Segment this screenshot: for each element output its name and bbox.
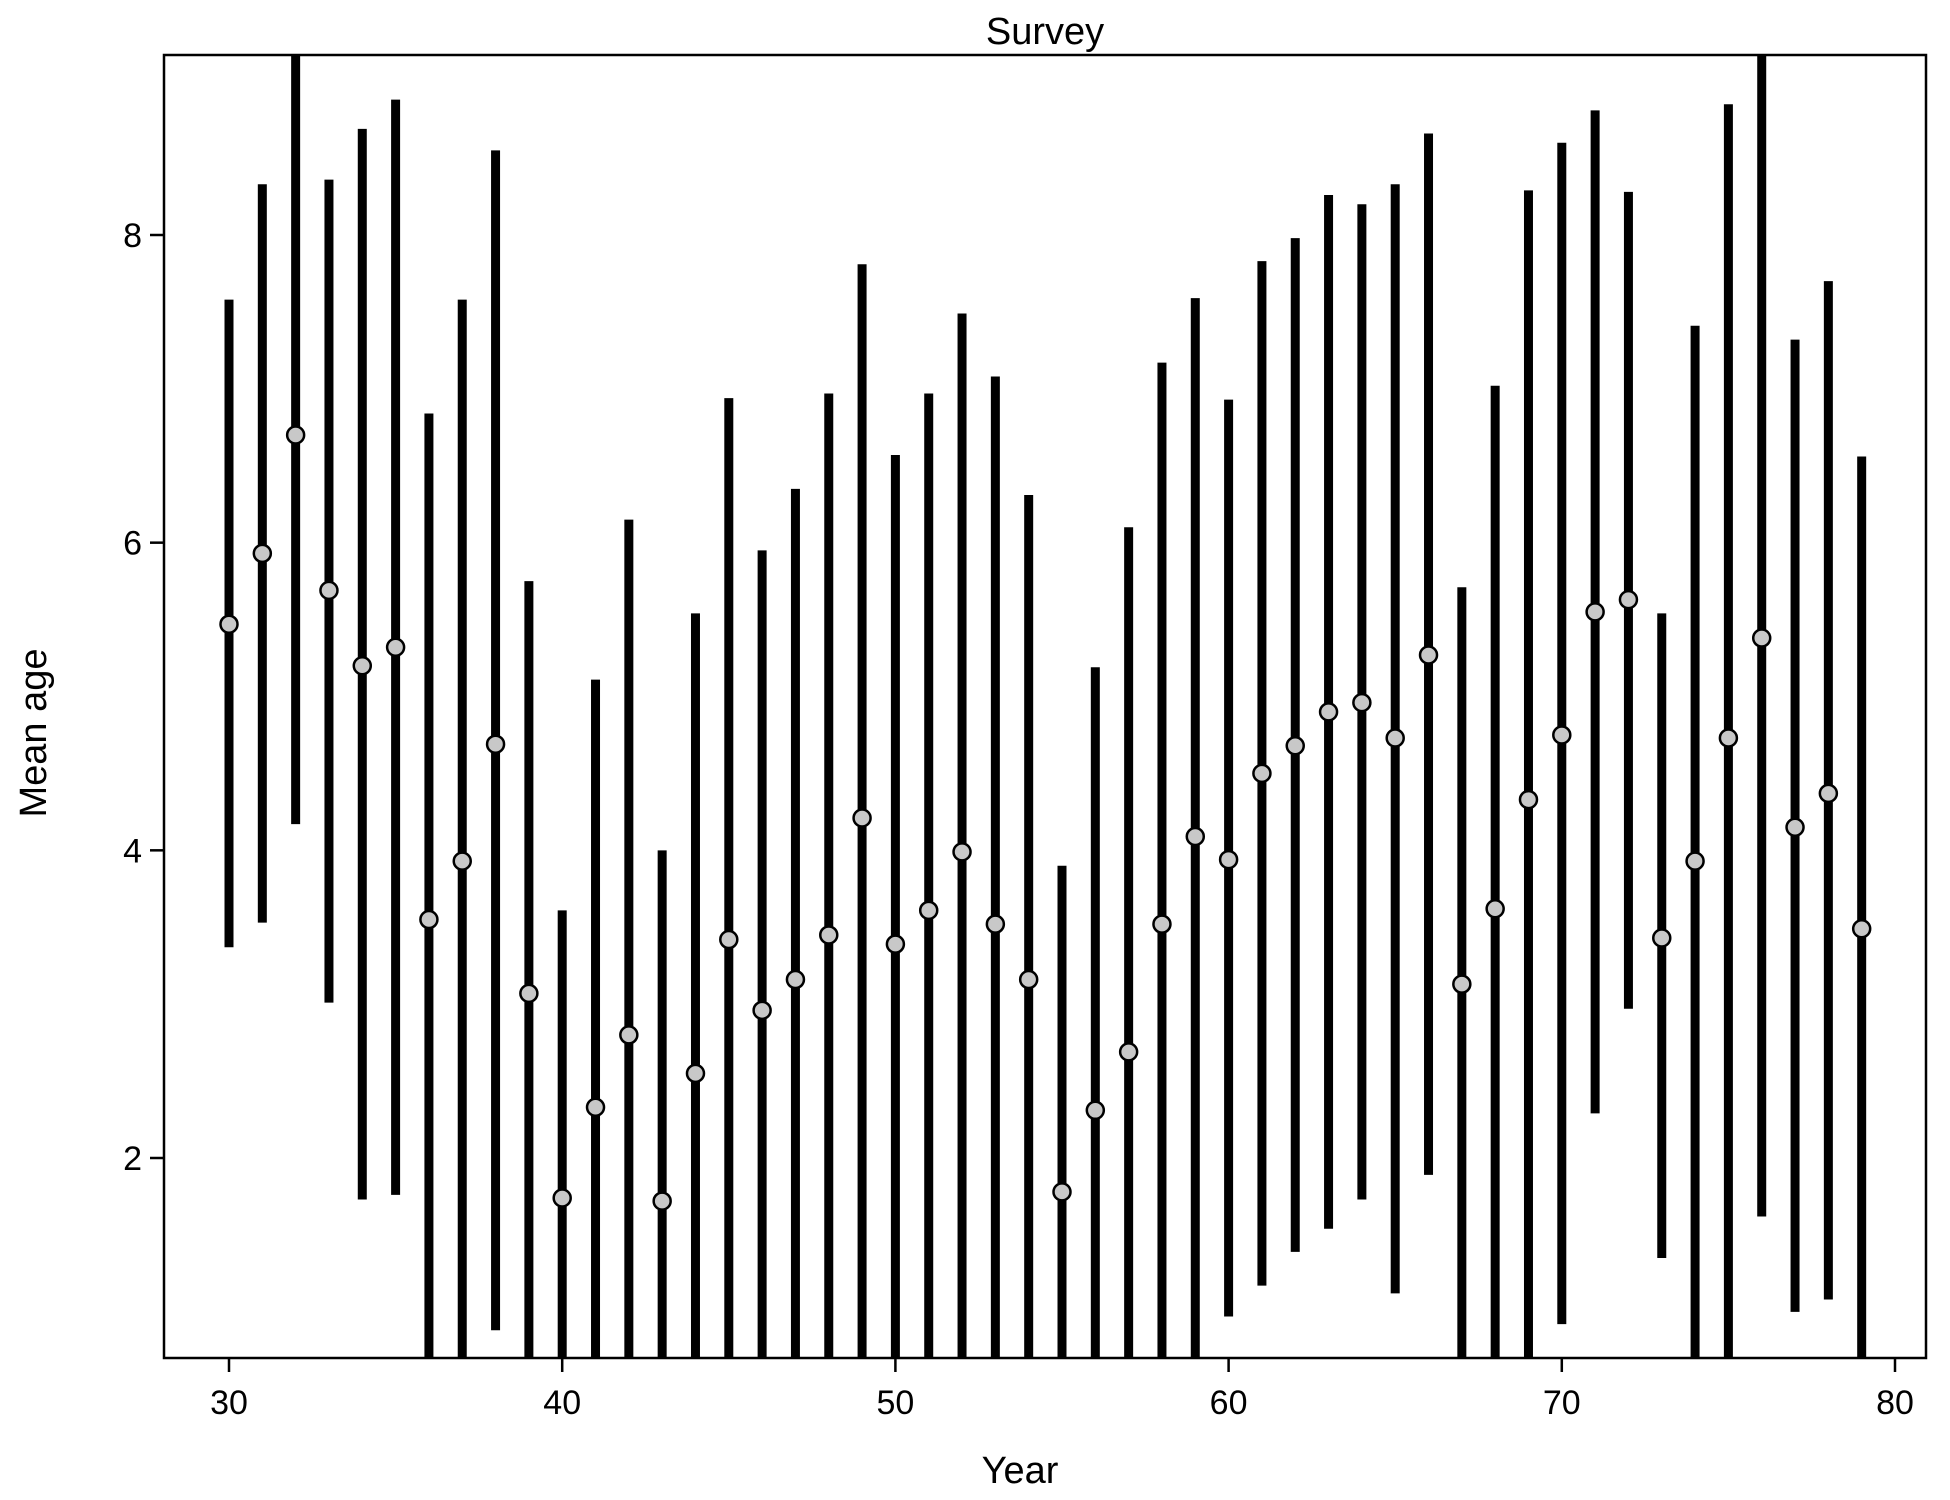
x-tick-label: 50 <box>876 1384 914 1422</box>
data-point <box>1318 702 1339 722</box>
data-point <box>252 543 273 564</box>
data-point <box>885 934 906 954</box>
data-point <box>1751 628 1772 648</box>
x-axis: 30 40 50 60 70 80 <box>210 1358 1914 1422</box>
data-point <box>585 1097 606 1117</box>
data-point <box>1352 692 1372 713</box>
y-tick-label: 4 <box>123 832 142 870</box>
data-point <box>1785 817 1805 838</box>
data-point <box>952 842 972 862</box>
data-point <box>1851 919 1872 939</box>
plot-marks <box>219 55 1872 1358</box>
data-point <box>219 614 239 634</box>
chart-title: Survey <box>986 11 1104 53</box>
data-point <box>1118 1042 1139 1062</box>
data-point <box>1285 735 1305 756</box>
x-tick-label: 40 <box>543 1384 581 1422</box>
y-tick-label: 8 <box>123 217 142 255</box>
data-point <box>1052 1182 1072 1202</box>
data-point <box>352 655 373 676</box>
data-point <box>1185 826 1206 847</box>
data-point <box>1018 969 1039 990</box>
data-point <box>1652 928 1672 948</box>
y-tick-label: 6 <box>123 525 142 563</box>
data-point <box>285 425 306 445</box>
x-tick-label: 70 <box>1543 1384 1581 1422</box>
data-point <box>652 1191 672 1211</box>
data-point <box>1518 789 1539 810</box>
data-point <box>1418 645 1439 665</box>
data-point <box>1085 1100 1106 1121</box>
data-point <box>419 909 439 930</box>
x-tick-label: 60 <box>1210 1384 1248 1422</box>
data-point <box>619 1025 639 1045</box>
y-axis: 2 4 6 8 <box>123 217 164 1178</box>
data-point <box>752 1000 772 1021</box>
data-point <box>1218 849 1239 870</box>
data-point <box>918 900 939 921</box>
data-point <box>1252 763 1272 784</box>
data-point <box>819 925 839 945</box>
data-point <box>852 808 872 828</box>
data-point <box>1385 728 1405 748</box>
x-axis-title: Year <box>982 1450 1059 1492</box>
data-point <box>319 580 339 601</box>
data-point <box>719 929 739 950</box>
data-point <box>785 969 806 990</box>
data-point <box>552 1188 572 1208</box>
data-point <box>485 734 506 754</box>
data-point <box>385 637 406 658</box>
y-axis-title: Mean age <box>13 648 55 817</box>
data-point <box>1818 783 1839 804</box>
plot-frame <box>162 53 1928 1360</box>
data-point <box>1718 728 1739 748</box>
data-point <box>519 983 539 1004</box>
data-point <box>1485 899 1505 919</box>
data-point <box>1618 589 1639 610</box>
data-point <box>1452 974 1472 994</box>
x-tick-label: 30 <box>210 1384 248 1422</box>
data-point <box>1585 602 1605 622</box>
y-tick-label: 2 <box>123 1140 142 1178</box>
data-point <box>1152 914 1172 934</box>
data-point <box>1552 725 1572 745</box>
data-point <box>452 851 472 871</box>
data-point <box>1685 851 1705 871</box>
data-point <box>685 1063 706 1084</box>
x-tick-label: 80 <box>1876 1384 1914 1422</box>
data-point <box>985 914 1006 934</box>
